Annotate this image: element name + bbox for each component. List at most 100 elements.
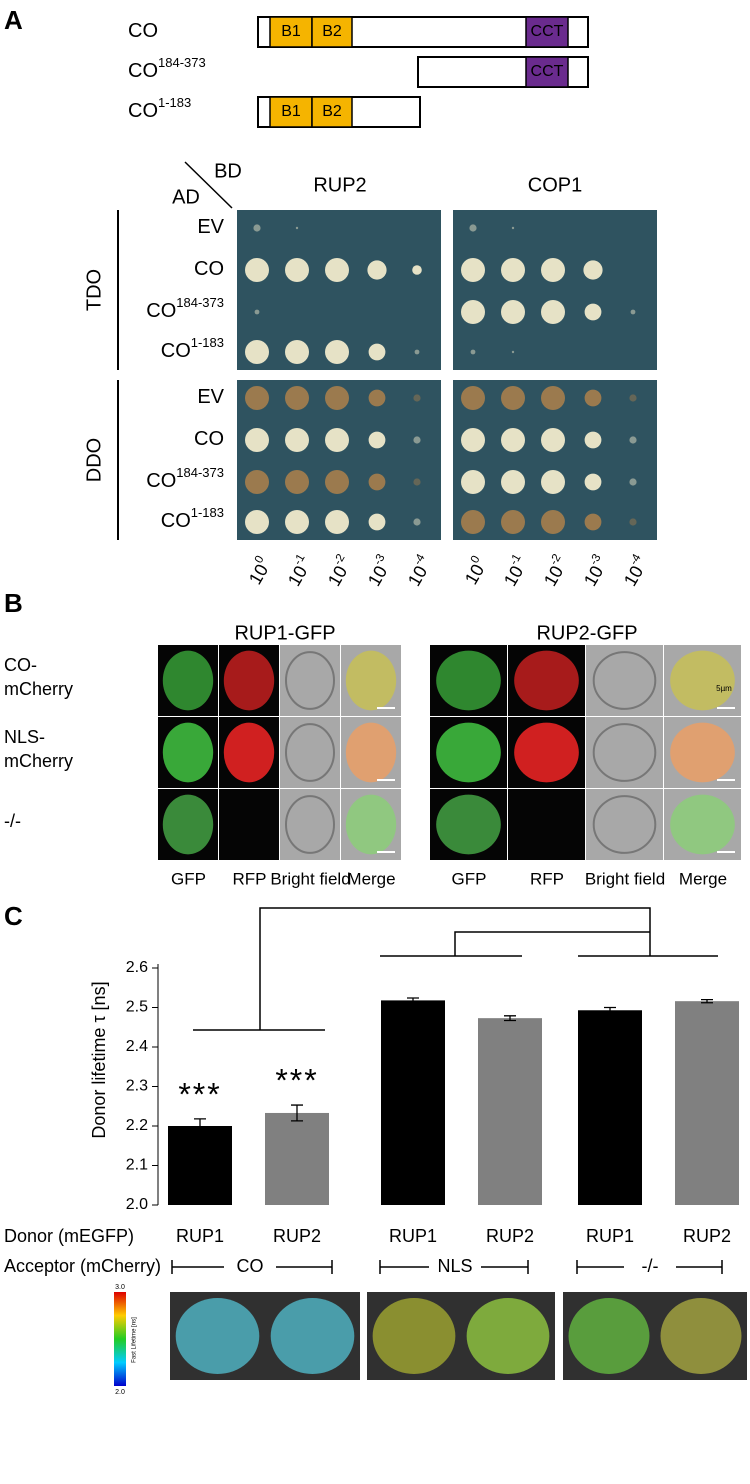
colony (470, 349, 476, 355)
cell-outline (592, 723, 657, 782)
colorbar (114, 1292, 126, 1386)
row-label: Acceptor (mCherry) (4, 1256, 161, 1276)
domain-box (311, 16, 353, 48)
colony (461, 258, 485, 282)
domain-label: B1 (281, 103, 301, 120)
channel-label: Bright field (585, 869, 665, 888)
colony (541, 470, 565, 494)
colony (368, 343, 386, 361)
colony (629, 518, 637, 526)
prey-label-sup: 1-183 (191, 335, 224, 350)
cell-outline (285, 723, 335, 782)
dilution-label-base: 10 (324, 562, 351, 589)
row-label: CO- (4, 655, 37, 675)
colony (469, 224, 477, 232)
prey-label: CO (194, 258, 224, 280)
colony (368, 431, 386, 449)
colony (629, 394, 637, 402)
colony (412, 265, 422, 275)
colony (501, 300, 525, 324)
prey-label: CO1-183 (161, 505, 224, 532)
prey-label: CO184-373 (146, 465, 224, 492)
dilution-label-base: 10 (284, 562, 311, 589)
dilution-label: 100 (458, 553, 491, 588)
colony (245, 386, 269, 410)
colony (584, 389, 602, 407)
colony (461, 470, 485, 494)
micrograph (586, 717, 663, 788)
dilution-label: 10-3 (361, 552, 396, 590)
colony (541, 300, 565, 324)
colony (501, 386, 525, 410)
group-label: NLS (437, 1256, 472, 1276)
media-label: DDO (83, 438, 105, 482)
micrograph (219, 789, 279, 860)
cell (436, 794, 501, 855)
dilution-label: 10-1 (497, 552, 532, 590)
colony (461, 510, 485, 534)
dilution-label: 10-4 (617, 551, 652, 589)
channel-label: GFP (452, 869, 487, 888)
domain-label: B2 (322, 103, 342, 120)
colony (368, 389, 386, 407)
colony (541, 386, 565, 410)
colony (414, 349, 420, 355)
x-tick-label: RUP2 (273, 1226, 321, 1246)
domain-label: B1 (281, 23, 301, 40)
error-bar (504, 1015, 516, 1022)
colony (325, 510, 349, 534)
cell (670, 794, 735, 855)
colony (461, 428, 485, 452)
channel-label: RFP (233, 869, 267, 888)
colony (541, 258, 565, 282)
group-label-bg (224, 1256, 276, 1278)
domain-box (269, 96, 313, 128)
colony (325, 470, 349, 494)
channel-label: GFP (171, 869, 206, 888)
prey-label-base: CO (194, 258, 224, 280)
prey-label-base: CO (161, 510, 191, 532)
colony (501, 510, 525, 534)
bait-label: RUP2 (313, 174, 366, 196)
yeast-plate (453, 210, 657, 370)
prey-label: CO1-183 (161, 335, 224, 362)
cell (436, 722, 501, 783)
colony (461, 300, 485, 324)
cell (436, 650, 501, 711)
y-tick-label: 2.6 (126, 959, 148, 976)
colony (285, 428, 309, 452)
bar (168, 1126, 232, 1205)
prey-label: CO184-373 (146, 295, 224, 322)
dilution-label: 10-1 (281, 552, 316, 590)
bd-label: BD (214, 160, 242, 182)
construct-label: CO (128, 20, 158, 42)
colorbar-max: 3.0 (115, 1284, 125, 1291)
bait-label: COP1 (528, 174, 582, 196)
colony (245, 340, 269, 364)
fusion-title: RUP1-GFP (234, 622, 335, 644)
x-tick-label: RUP2 (486, 1226, 534, 1246)
group-label-bg (429, 1256, 481, 1278)
channel-label: Merge (679, 869, 727, 888)
colony (325, 428, 349, 452)
significance: *** (178, 1076, 221, 1112)
colorbar-min: 2.0 (115, 1389, 125, 1396)
comparison-bracket (193, 907, 718, 1031)
cell-outline (592, 651, 657, 710)
ad-label: AD (172, 186, 200, 208)
colony (285, 510, 309, 534)
y-tick-label: 2.5 (126, 999, 148, 1016)
bar (265, 1112, 329, 1205)
cell (223, 722, 275, 783)
error-bar (194, 1118, 206, 1134)
cell (670, 650, 735, 711)
colony (254, 309, 260, 315)
prey-label-sup: 184-373 (176, 295, 224, 310)
flim-cell (270, 1298, 355, 1374)
row-label: -/- (4, 811, 21, 831)
cell (345, 722, 397, 783)
dilution-label-base: 10 (404, 562, 431, 589)
construct-label-base: CO (128, 60, 158, 82)
micrograph (586, 645, 663, 716)
colony (630, 309, 636, 315)
